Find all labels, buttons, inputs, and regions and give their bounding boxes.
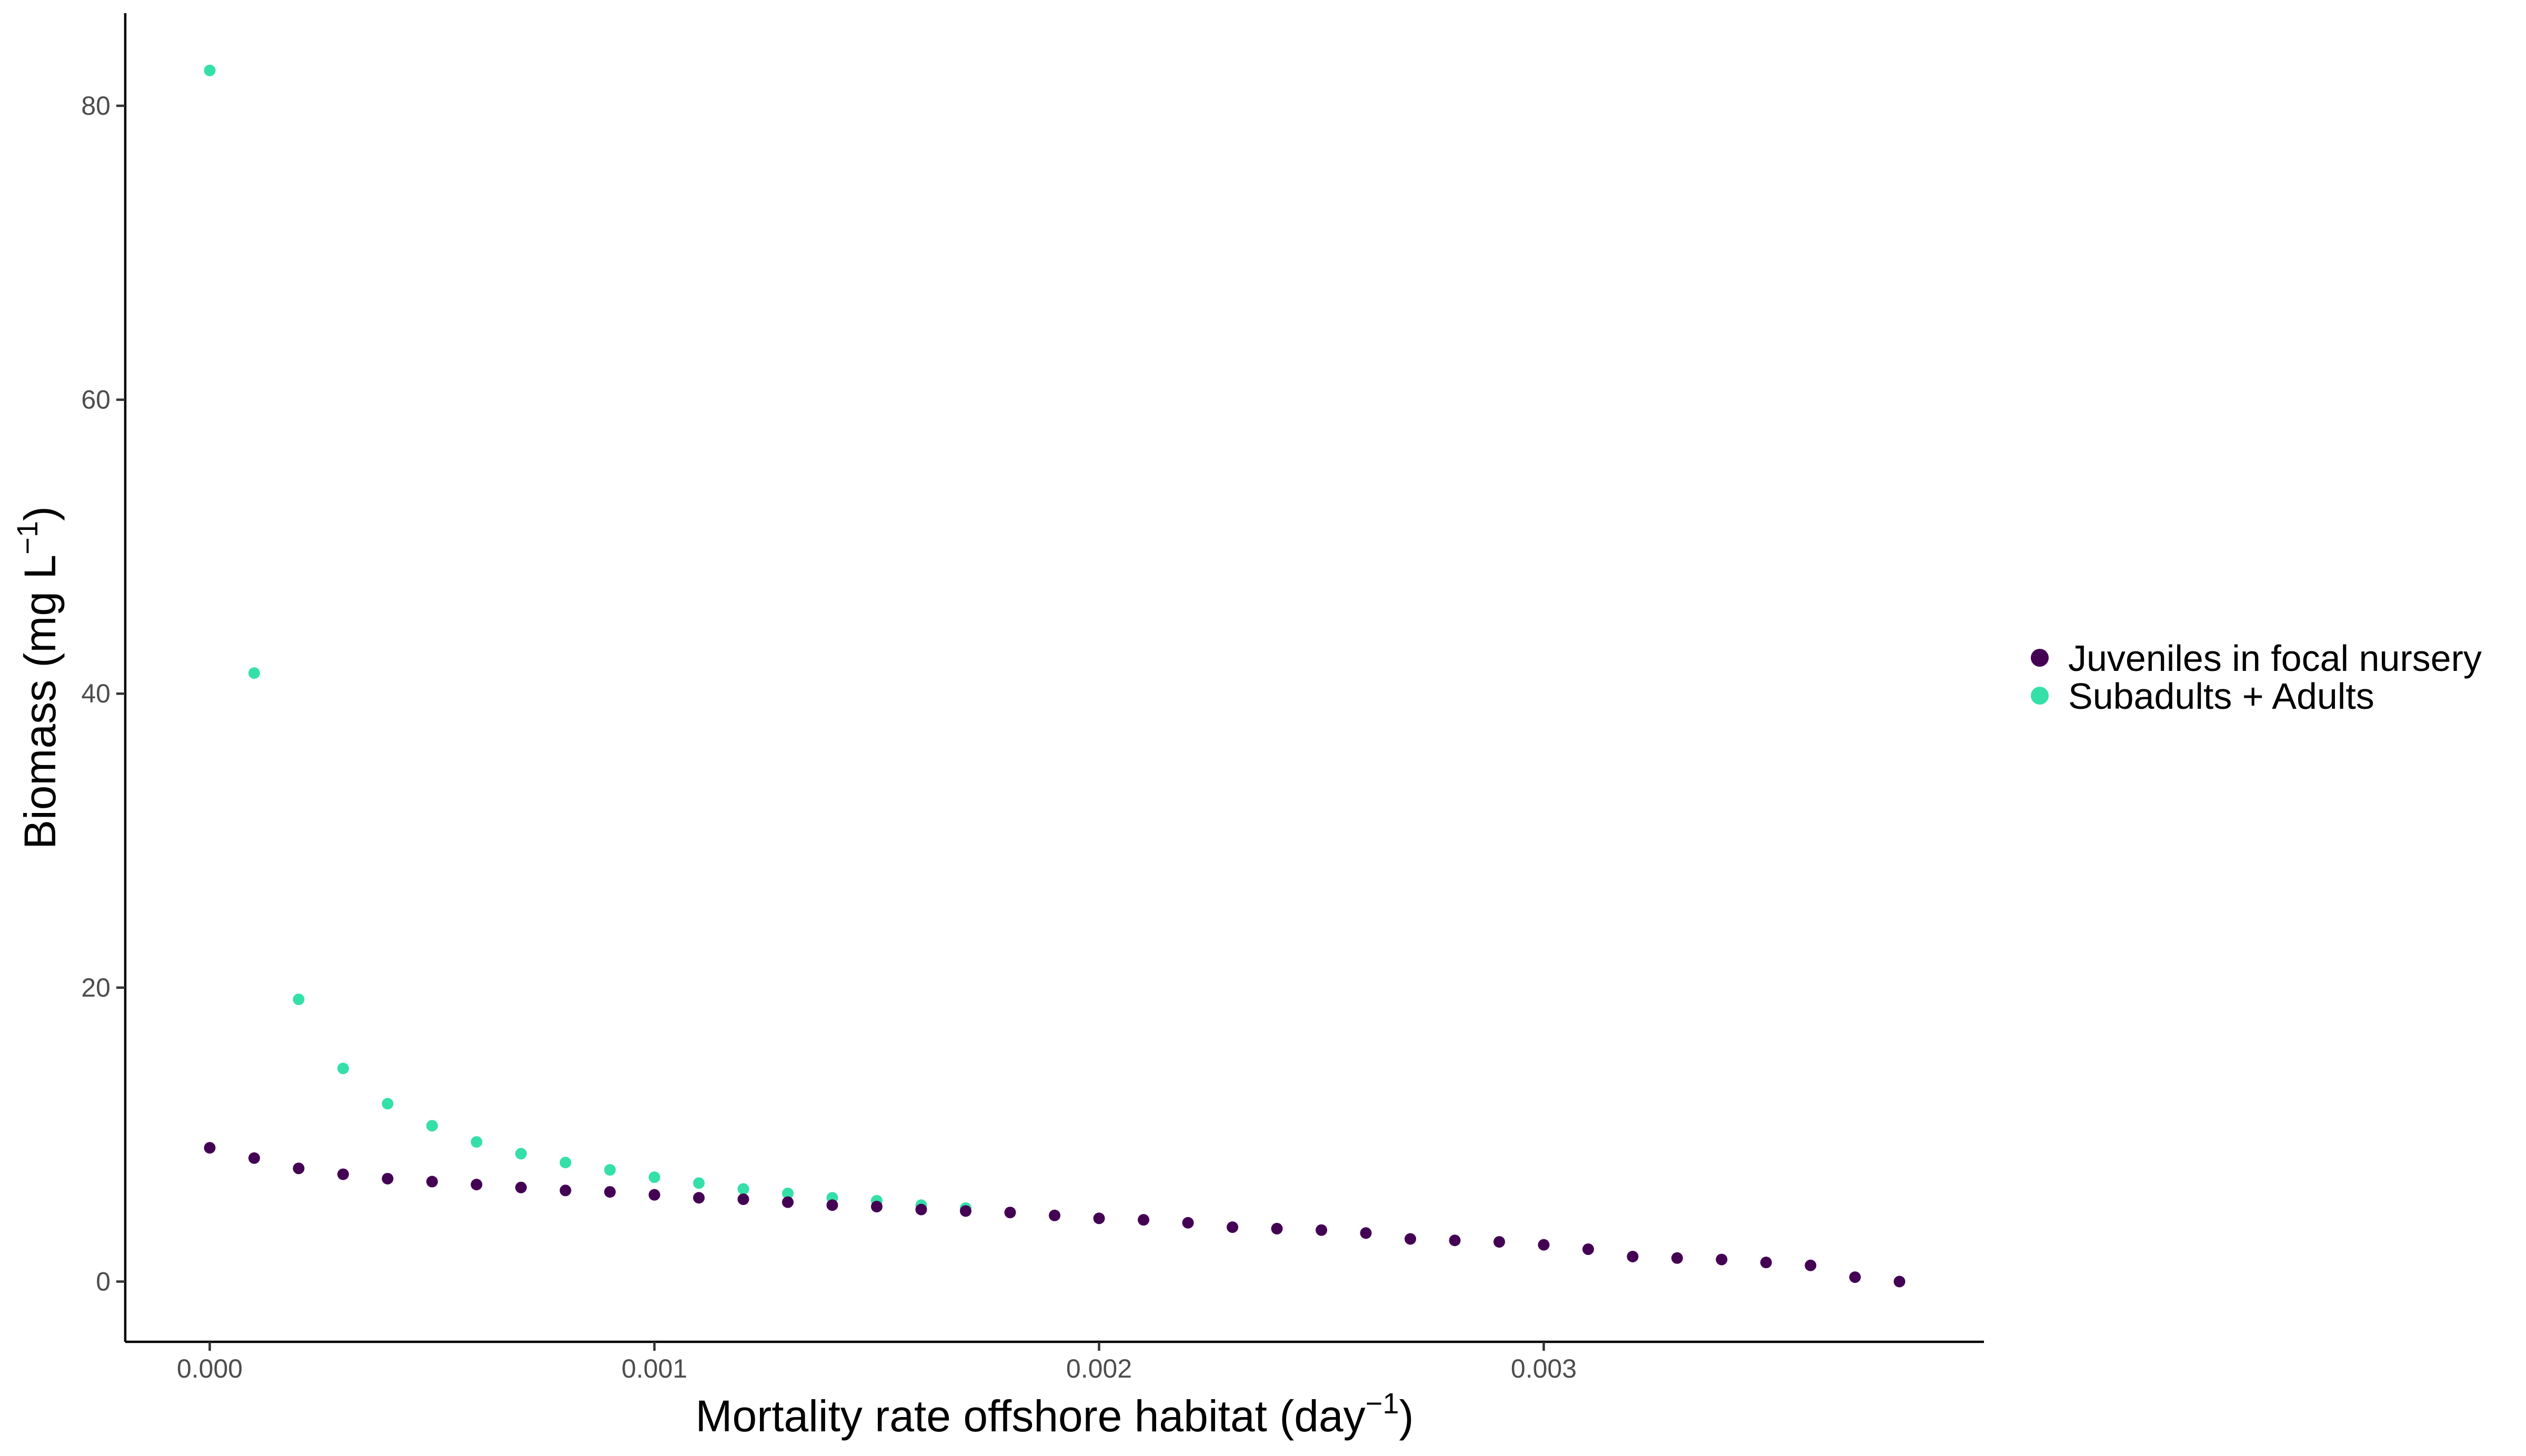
- y-tick-label: 0: [96, 1267, 111, 1296]
- point-subadults-adults: [204, 64, 216, 76]
- y-axis-title-base: Biomass (mg L: [15, 555, 65, 849]
- point-subadults-adults: [648, 1171, 660, 1183]
- x-axis-title-close: ): [1399, 1391, 1414, 1441]
- point-subadults-adults: [293, 993, 305, 1006]
- point-juveniles: [1805, 1259, 1817, 1271]
- point-juveniles: [1182, 1217, 1194, 1229]
- point-juveniles: [426, 1176, 438, 1188]
- x-axis-title: Mortality rate offshore habitat (day−1): [696, 1387, 1414, 1441]
- point-juveniles: [604, 1186, 616, 1198]
- point-subadults-adults: [337, 1062, 349, 1075]
- point-juveniles: [1226, 1221, 1238, 1233]
- point-juveniles: [1760, 1257, 1772, 1269]
- y-axis-title: Biomass (mg L−1): [11, 506, 65, 849]
- point-juveniles: [337, 1168, 349, 1180]
- y-axis-title-superscript: −1: [11, 521, 44, 555]
- point-juveniles: [826, 1199, 838, 1211]
- point-juveniles: [1582, 1243, 1594, 1256]
- point-juveniles: [782, 1196, 794, 1208]
- point-juveniles: [1315, 1224, 1327, 1236]
- point-juveniles: [1893, 1276, 1906, 1288]
- point-subadults-adults: [382, 1098, 394, 1110]
- point-subadults-adults: [515, 1148, 527, 1160]
- point-juveniles: [960, 1205, 972, 1217]
- x-tick-label: 0.000: [177, 1354, 243, 1383]
- point-juveniles: [1093, 1212, 1105, 1224]
- point-juveniles: [559, 1184, 572, 1197]
- point-subadults-adults: [426, 1120, 438, 1132]
- x-tick-label: 0.001: [622, 1354, 687, 1383]
- x-tick-label: 0.003: [1511, 1354, 1577, 1383]
- point-juveniles: [648, 1189, 660, 1201]
- point-juveniles: [293, 1162, 305, 1174]
- point-subadults-adults: [737, 1183, 749, 1195]
- y-axis-title-close: ): [15, 506, 65, 521]
- legend-label-juveniles: Juveniles in focal nursery: [2068, 638, 2482, 679]
- point-juveniles: [915, 1203, 927, 1216]
- points-layer: [204, 64, 1906, 1288]
- point-subadults-adults: [782, 1187, 794, 1199]
- point-juveniles: [1538, 1239, 1550, 1251]
- point-juveniles: [1404, 1233, 1416, 1245]
- legend-key-subadults-adults: [2031, 687, 2049, 705]
- legend-key-juveniles: [2031, 649, 2049, 667]
- y-tick-label: 60: [81, 385, 111, 415]
- x-tick-label: 0.002: [1066, 1354, 1132, 1383]
- point-juveniles: [248, 1152, 260, 1164]
- legend-label-subadults-adults: Subadults + Adults: [2068, 676, 2374, 717]
- point-juveniles: [737, 1193, 749, 1206]
- x-axis-ticks: 0.000 0.001 0.002 0.003: [177, 1342, 1577, 1383]
- point-subadults-adults: [559, 1157, 572, 1169]
- point-juveniles: [693, 1192, 705, 1204]
- point-juveniles: [1049, 1209, 1060, 1221]
- point-juveniles: [1671, 1252, 1683, 1264]
- point-subadults-adults: [604, 1164, 616, 1176]
- point-juveniles: [1137, 1214, 1149, 1226]
- point-juveniles: [1360, 1227, 1372, 1239]
- point-subadults-adults: [248, 667, 260, 679]
- x-axis-title-superscript: −1: [1366, 1387, 1399, 1420]
- point-juveniles: [1449, 1234, 1461, 1247]
- point-juveniles: [1627, 1250, 1639, 1262]
- x-axis-title-base: Mortality rate offshore habitat (day: [696, 1391, 1366, 1441]
- y-tick-label: 80: [81, 91, 111, 121]
- y-tick-label: 20: [81, 973, 111, 1002]
- point-juveniles: [1849, 1271, 1861, 1283]
- legend: Juveniles in focal nursery Subadults + A…: [2031, 638, 2482, 717]
- point-juveniles: [382, 1172, 394, 1184]
- point-subadults-adults: [470, 1136, 483, 1148]
- y-tick-label: 40: [81, 679, 111, 708]
- point-juveniles: [1271, 1222, 1283, 1234]
- y-axis-ticks: 0 20 40 60 80: [81, 91, 125, 1296]
- point-juveniles: [1493, 1236, 1505, 1248]
- point-juveniles: [470, 1179, 483, 1191]
- point-juveniles: [515, 1181, 527, 1193]
- point-juveniles: [1004, 1207, 1016, 1219]
- point-subadults-adults: [693, 1177, 705, 1189]
- point-juveniles: [204, 1142, 216, 1154]
- point-juveniles: [1716, 1253, 1728, 1266]
- point-juveniles: [871, 1201, 883, 1213]
